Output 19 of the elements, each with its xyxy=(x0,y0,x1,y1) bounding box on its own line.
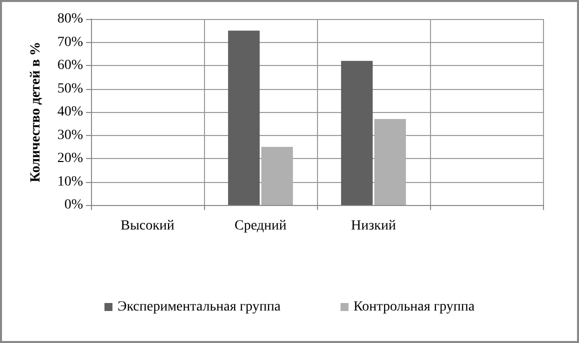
bar xyxy=(261,146,293,205)
y-tick-label: 10% xyxy=(57,174,84,190)
legend-label: Экспериментальная группа xyxy=(117,300,282,314)
y-tick-label: 0% xyxy=(64,198,84,212)
y-tick-label: 80% xyxy=(57,12,84,26)
y-tick-label: 40% xyxy=(57,104,84,120)
y-tick-label: 50% xyxy=(57,81,84,96)
x-tick-label: Средний xyxy=(234,218,287,234)
y-tick-label: 20% xyxy=(57,151,84,166)
bar xyxy=(341,60,373,205)
y-tick-label: 70% xyxy=(57,34,84,50)
bar xyxy=(374,118,406,205)
x-tick-label: Высокий xyxy=(120,218,175,234)
y-tick-label: 60% xyxy=(57,58,84,73)
y-axis-title: Количество детей в % xyxy=(28,42,44,182)
y-tick-label: 30% xyxy=(57,128,84,143)
bar xyxy=(228,30,260,205)
legend-label: Контрольная группа xyxy=(354,300,476,314)
x-tick-label: Низкий xyxy=(351,218,396,234)
